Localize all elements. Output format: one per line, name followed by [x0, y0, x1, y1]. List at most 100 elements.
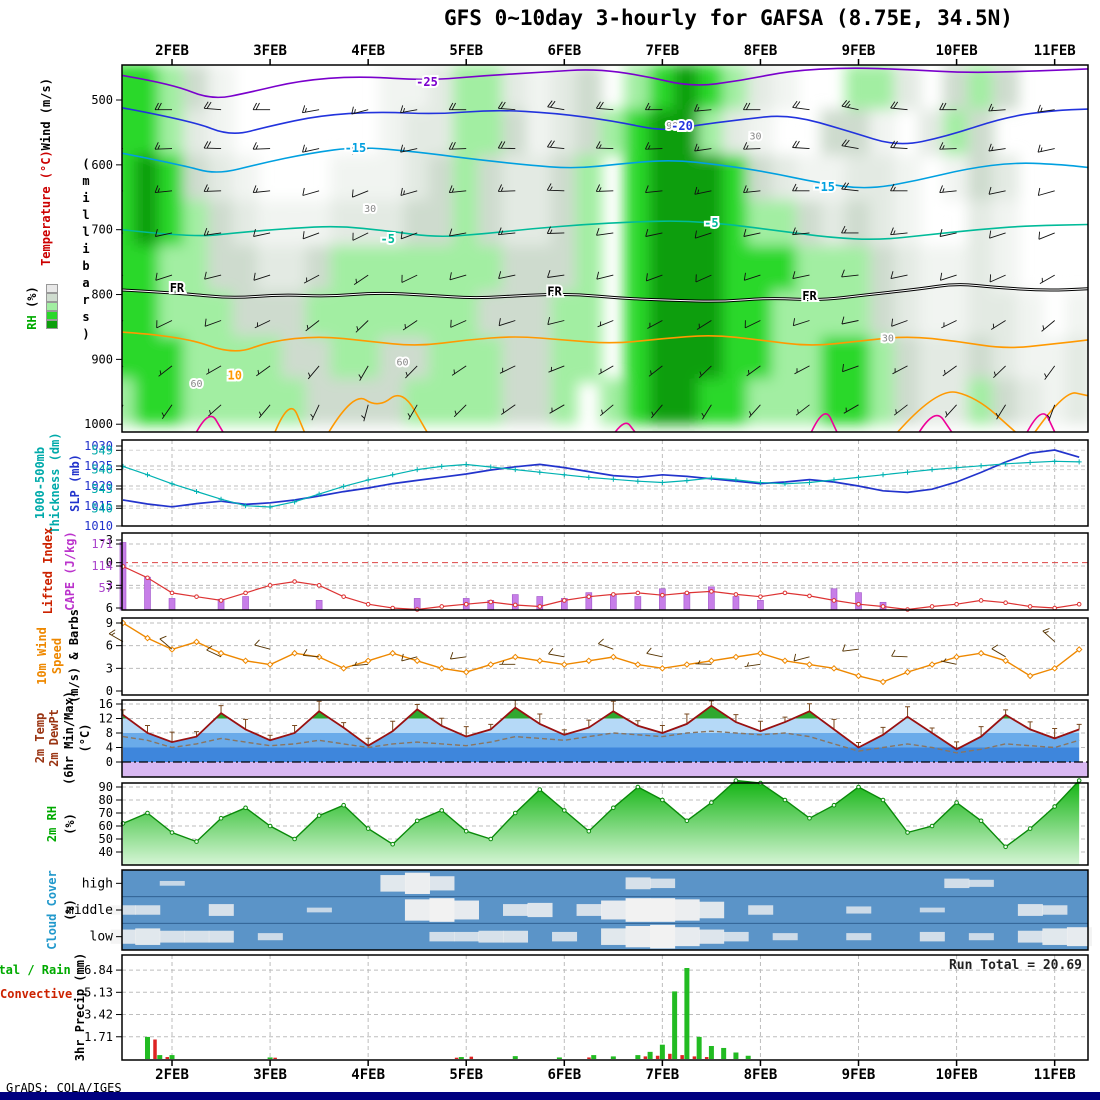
tick-label: 1010 — [84, 519, 113, 533]
credit-text: GrADS: COLA/IGES — [6, 1081, 122, 1095]
cloud-patch — [404, 899, 430, 921]
tick-label: 1020 — [84, 479, 113, 493]
tick-label: 6.84 — [84, 963, 113, 977]
panel-border — [121, 439, 1089, 527]
rain-bar — [696, 1036, 702, 1059]
cloud-patch — [159, 930, 185, 943]
contour-label: -25 — [416, 75, 438, 89]
panel-clouds: high middle low — [66, 869, 1092, 951]
tick-label: 1.71 — [84, 1030, 113, 1044]
cloud-patch — [306, 907, 332, 913]
cape-bar — [511, 594, 519, 611]
cloud-row-label: low — [90, 930, 114, 945]
date-label-top: 8FEB — [744, 43, 778, 59]
tick-label: 16 — [99, 697, 113, 711]
cloud-patch — [1017, 904, 1043, 916]
tick-label: 5.13 — [84, 985, 113, 999]
contour-label: 60 — [191, 379, 203, 390]
contour-label: 30 — [750, 131, 762, 142]
tick-label: 0 — [106, 684, 113, 698]
cloud-patch — [601, 928, 627, 945]
rain-bar — [610, 1056, 616, 1059]
contour-label: -5 — [381, 232, 395, 246]
cloud-patch — [625, 926, 651, 948]
tick-label: 540 — [91, 501, 113, 515]
cloud-patch — [625, 877, 651, 890]
tick-label: 900 — [91, 352, 113, 366]
rain-bar — [512, 1056, 518, 1059]
rain-bar — [591, 1055, 597, 1059]
contour-label: -20 — [671, 119, 693, 133]
rain-bar — [708, 1046, 714, 1059]
label-2m-rh-text: 2m RH — [45, 805, 59, 843]
convective-bar — [655, 1055, 660, 1059]
date-label-bottom: 3FEB — [253, 1067, 287, 1083]
tick-label: 60 — [99, 819, 113, 833]
contour-label: -15 — [813, 180, 835, 194]
label-degc: (°C) — [76, 713, 94, 763]
cloud-patch — [650, 878, 676, 889]
convective-bar — [680, 1055, 684, 1059]
cloud-patch — [429, 931, 455, 942]
cloud-patch — [772, 933, 798, 941]
label-cloud-cover-text: Cloud Cover — [45, 870, 59, 950]
panel-border — [121, 954, 1089, 1061]
date-label-bottom: 7FEB — [646, 1067, 680, 1083]
temp-contour — [122, 67, 1088, 99]
cloud-patch — [846, 933, 872, 941]
upper-air-content — [122, 65, 1088, 432]
cloud-patch — [650, 924, 676, 949]
temp-contour — [810, 413, 838, 432]
label-rh-units: (%) — [61, 801, 79, 847]
cloud-patch — [601, 900, 627, 920]
rain-bar — [721, 1047, 727, 1059]
date-label-top: 3FEB — [253, 43, 287, 59]
label-10m-wind-text: 10m Wind — [35, 627, 49, 685]
cape-bar — [634, 596, 642, 611]
panel-cape_li: -3 0 3 6 171 114 57 — [91, 532, 1089, 615]
rain-bar — [144, 1036, 150, 1059]
cloud-patch — [110, 905, 136, 915]
rain-bar — [733, 1052, 739, 1059]
dewpoint-line — [122, 730, 1080, 754]
date-label-top: 4FEB — [351, 43, 385, 59]
contour-label: -15 — [345, 141, 367, 155]
label-rh-text: (%) — [25, 286, 39, 308]
rh-legend-strip — [46, 284, 58, 329]
rh-shading — [122, 65, 1088, 425]
cape-bar — [757, 600, 764, 611]
cloud-patch — [674, 899, 700, 921]
cape-bar — [315, 600, 323, 611]
date-label-top: 2FEB — [155, 43, 189, 59]
rh-legend-cell — [46, 302, 58, 311]
tick-label: 6 — [106, 601, 113, 615]
cloud-patch — [968, 933, 994, 941]
contour-label: 90 — [666, 121, 678, 132]
label-slp: SLP (mb) — [66, 438, 84, 528]
slp-line — [122, 449, 1080, 508]
rain-bar — [635, 1055, 641, 1059]
label-wind-speed-text: Speed — [50, 637, 64, 675]
page-title: GFS 0~10day 3-hourly for GAFSA (8.75E, 3… — [444, 6, 1013, 30]
panel-border — [121, 532, 1089, 611]
cape-bar — [242, 596, 249, 611]
label-3hr-precip: 3hr Precip (mm) — [71, 941, 89, 1073]
cloud-patch — [453, 931, 479, 942]
tick-label: 549 — [91, 443, 113, 457]
cloud-patch — [919, 907, 945, 913]
date-label-bottom: 11FEB — [1034, 1067, 1076, 1083]
tick-label: 40 — [99, 845, 113, 859]
rain-bar — [745, 1055, 751, 1059]
temp-contour — [614, 422, 636, 432]
label-temp-wind: Temperature (°C)Wind (m/s) — [37, 47, 55, 297]
cloud-patch — [1042, 928, 1068, 945]
panel-border — [121, 869, 1089, 951]
label-lifted-index-text: Lifted Index — [41, 527, 55, 615]
cloud-patch — [208, 930, 234, 943]
tick-label: 1015 — [84, 499, 113, 513]
cloud-patch — [478, 930, 504, 943]
date-label-bottom: 9FEB — [842, 1067, 876, 1083]
tick-label: 80 — [99, 793, 113, 807]
